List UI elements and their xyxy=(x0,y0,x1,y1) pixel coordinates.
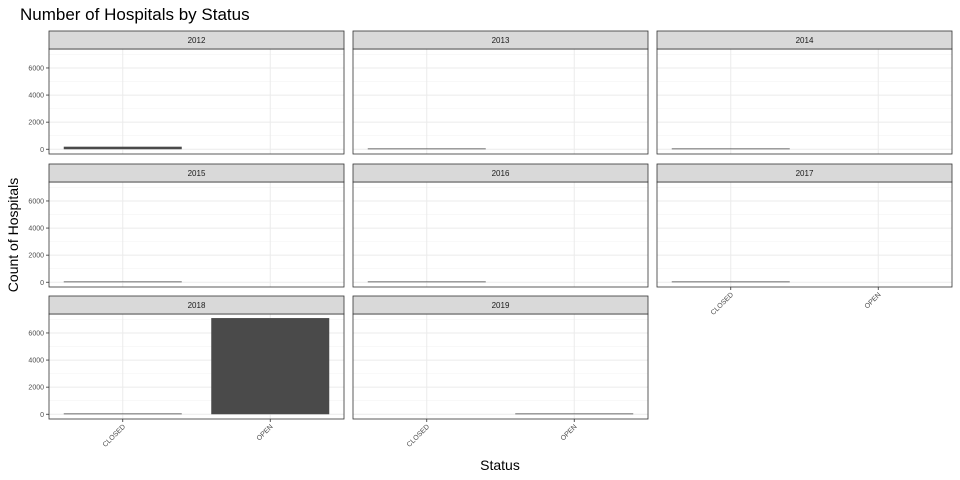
facet-strip-label: 2012 xyxy=(188,36,206,45)
chart-title: Number of Hospitals by Status xyxy=(20,5,250,24)
y-tick-label: 0 xyxy=(40,412,44,419)
panel-border xyxy=(656,181,953,288)
bar-2015-closed xyxy=(63,281,182,283)
facet-strip-label: 2016 xyxy=(492,169,510,178)
y-tick-label: 2000 xyxy=(28,120,44,127)
x-tick-label: CLOSED xyxy=(710,291,735,316)
bar-2019-open xyxy=(515,413,634,415)
y-tick-label: 0 xyxy=(40,147,44,154)
panel-border xyxy=(352,313,649,420)
facet-panel-2016: 2016 xyxy=(352,163,649,288)
facet-strip xyxy=(656,163,953,183)
facet-strip xyxy=(656,30,953,50)
y-tick-label: 6000 xyxy=(28,65,44,72)
facet-panel-2019: 2019 CLOSED OPEN xyxy=(352,295,649,449)
facet-strip-label: 2013 xyxy=(492,36,510,45)
facet-strip-label: 2019 xyxy=(492,301,510,310)
y-tick-label: 6000 xyxy=(28,198,44,205)
panel-border xyxy=(352,181,649,288)
facet-strip xyxy=(352,295,649,315)
panel-border xyxy=(352,48,649,155)
panel-border xyxy=(656,48,953,155)
x-tick-label: OPEN xyxy=(864,291,883,310)
y-tick-label: 0 xyxy=(40,280,44,287)
facet-strip xyxy=(48,295,345,315)
facet-strip xyxy=(352,30,649,50)
bar-2017-closed xyxy=(671,281,790,283)
y-tick-label: 2000 xyxy=(28,385,44,392)
bar-2014-closed xyxy=(671,148,790,150)
x-axis-title: Status xyxy=(480,457,520,473)
y-axis-title: Count of Hospitals xyxy=(5,178,21,292)
bar-2016-closed xyxy=(367,281,486,283)
x-tick-label: OPEN xyxy=(256,423,275,442)
facet-panel-2017: 2017 CLOSED OPEN xyxy=(656,163,953,317)
facet-panel-2012: 2012 0 2000 4000 6000 xyxy=(28,30,345,155)
facet-panel-2014: 2014 xyxy=(656,30,953,155)
panel-border xyxy=(48,48,345,155)
y-tick-label: 6000 xyxy=(28,330,44,337)
facet-panel-2018: 2018 0 2000 4000 6000 CLOSED OPEN xyxy=(28,295,345,449)
x-tick-label: OPEN xyxy=(560,423,579,442)
bar-2018-closed xyxy=(63,413,182,415)
facet-strip-label: 2015 xyxy=(188,169,206,178)
bar-2018-open xyxy=(211,318,330,415)
x-tick-label: CLOSED xyxy=(102,423,127,448)
x-tick-label: CLOSED xyxy=(406,423,431,448)
facet-strip-label: 2017 xyxy=(796,169,814,178)
facet-strip-label: 2014 xyxy=(796,36,814,45)
bar-2012-closed xyxy=(63,146,182,150)
facet-strip xyxy=(48,30,345,50)
facet-strip xyxy=(352,163,649,183)
facet-panel-2013: 2013 xyxy=(352,30,649,155)
facet-strip-label: 2018 xyxy=(188,301,206,310)
bar-2013-closed xyxy=(367,148,486,150)
y-tick-label: 4000 xyxy=(28,93,44,100)
y-tick-label: 4000 xyxy=(28,226,44,233)
facet-panel-2015: 2015 0 2000 4000 6000 xyxy=(28,163,345,288)
facet-panels: 2012 0 2000 4000 6000 2013 2014 2015 0 2000 4000 60… xyxy=(28,30,953,449)
facet-strip xyxy=(48,163,345,183)
y-tick-label: 2000 xyxy=(28,253,44,260)
panel-border xyxy=(48,181,345,288)
y-tick-label: 4000 xyxy=(28,358,44,365)
